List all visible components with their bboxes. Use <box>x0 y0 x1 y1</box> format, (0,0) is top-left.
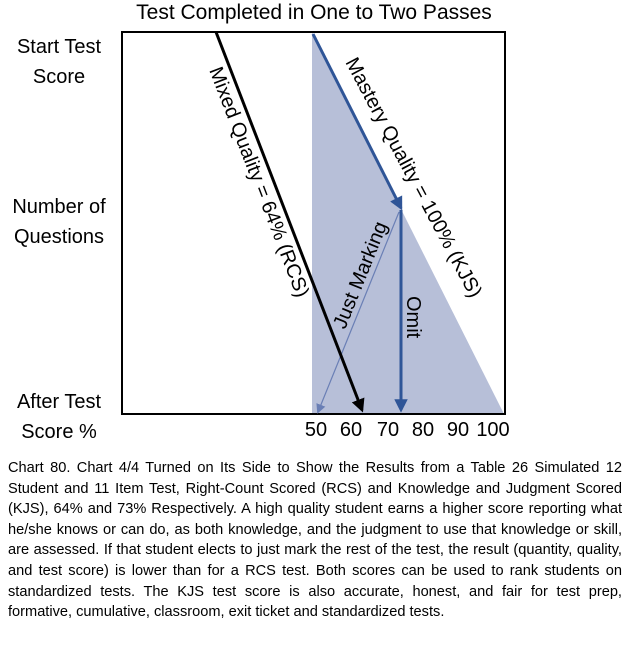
omit-label: Omit <box>402 296 424 339</box>
y-label-start-line1: Start Test <box>16 36 102 58</box>
x-tick-50: 50 <box>305 419 327 441</box>
just-marking-line <box>316 211 400 414</box>
y-label-middle-line2: Questions <box>13 226 105 248</box>
y-label-start-line2: Score <box>32 66 86 88</box>
x-tick-70: 70 <box>377 419 399 441</box>
x-tick-60: 60 <box>340 419 362 441</box>
mixed-quality-label: Mixed Quality = 64% (RCS) <box>204 64 313 301</box>
y-label-middle-line1: Number of <box>12 196 106 218</box>
mixed-quality-arrow <box>214 31 365 413</box>
plot-frame <box>121 31 506 415</box>
mastery-arrow <box>311 33 403 211</box>
diagram-canvas: Mixed Quality = 64% (RCS) Mastery Qualit… <box>121 31 510 441</box>
figure-caption: Chart 80. Chart 4/4 Turned on Its Side t… <box>8 460 622 621</box>
y-label-start: Start Test Score <box>0 32 118 92</box>
y-label-end-line2: Score % <box>21 421 97 443</box>
x-axis-ticks: 50 60 70 80 90 100 <box>305 419 510 441</box>
x-tick-100: 100 <box>476 419 509 441</box>
chart-title: Test Completed in One to Two Passes <box>136 1 492 24</box>
y-label-middle: Number of Questions <box>0 192 118 252</box>
x-tick-80: 80 <box>412 419 434 441</box>
y-label-end-line1: After Test <box>16 391 102 413</box>
x-tick-90: 90 <box>447 419 469 441</box>
y-label-end: After Test Score % <box>0 387 118 447</box>
